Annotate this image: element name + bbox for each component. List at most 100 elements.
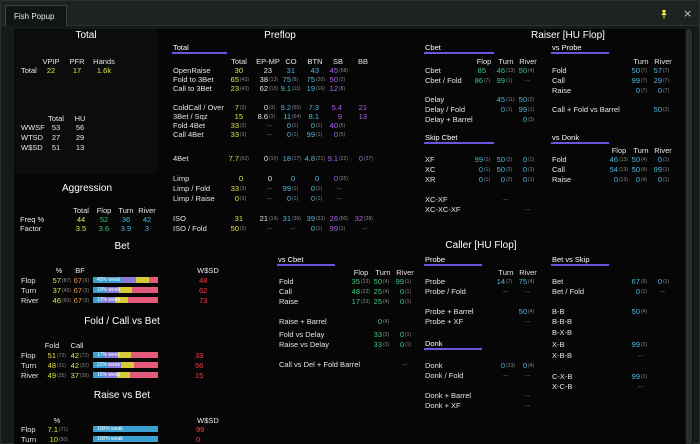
sample-count: (31) [57,363,66,369]
col-header: River [519,57,537,66]
row-label: 4Bet [173,154,189,163]
sample-count: (37) [364,156,373,162]
sample-count: (3) [83,288,90,294]
sample-count: (4) [528,279,535,285]
sample-count: (5) [339,132,346,138]
sample-count: (52) [240,156,249,162]
row-label: W$SD [21,143,43,152]
scrollbar[interactable] [685,29,693,444]
sample-count: (1) [316,186,323,192]
stat-value: 75 [282,75,291,84]
aggression-header: Aggression [61,183,113,194]
stat-value: 19 [306,84,315,93]
stat-value: 0 [657,277,662,286]
row-label: Fold [552,155,567,164]
sample-count: (7) [484,78,491,84]
col-header: Fold [44,341,60,350]
sample-count: (1) [405,332,412,338]
col-header: Turn [633,146,649,155]
tab-probe-underline [424,264,482,266]
stat-value: 50 [631,165,640,174]
pin-icon[interactable] [659,9,669,19]
col-header: Turn [498,57,514,66]
col-header: BB [357,57,369,66]
stat-value: 99 [631,76,640,85]
stat-value: 67 [73,286,82,295]
row-label: Limp / Raise [173,194,215,203]
stat-value: 7.7 [228,154,239,163]
stat-value: -- [525,371,530,380]
stat-value: 0 [478,165,483,174]
sample-count: (3) [240,186,247,192]
row-label: Fold vs Delay [279,330,325,339]
sample-count: (3) [240,132,247,138]
bar-segment [105,287,119,293]
stat-value: -- [402,360,407,369]
row-label: Call [552,165,565,174]
stat-value: 33 [230,121,239,130]
bar-label: 15% weak [97,372,121,378]
wsd-value: 62 [199,286,208,295]
stat-value: 0 [310,194,315,203]
sample-count: (22) [339,156,348,162]
stat-value: 37 [70,371,79,380]
col-header: Turn [633,57,649,66]
sample-count: (3) [383,342,390,348]
stat-value: 0 [522,175,527,184]
row-label: Donk + Barrel [425,391,472,400]
stat-value: 0 [657,86,662,95]
pfr-value: 17 [72,66,82,75]
row-label: Turn [21,435,37,444]
stat-value: -- [525,391,530,400]
stat-value: 51 [47,351,56,360]
stat-value: 86 [474,76,483,85]
stat-value: 12 [329,84,338,93]
stat-value: 50 [631,155,640,164]
row-label: Cbet [425,66,441,75]
sample-count: (1) [484,177,491,183]
row-label: Fold 4Bet [173,121,206,130]
stat-value: 13 [358,112,367,121]
sample-count: (3) [83,298,90,304]
sample-count: (1) [339,226,346,232]
close-icon[interactable]: × [683,7,693,20]
stat-value: 9 [337,112,342,121]
sample-count: (4) [383,289,390,295]
stat-value: 29 [75,133,85,142]
stat-value: 0 [263,154,268,163]
stat-value: 67 [73,276,82,285]
bar-segment [130,372,158,378]
stat-value: 50 [653,105,662,114]
stat-value: 31 [286,66,295,75]
stat-value: 99 [496,76,505,85]
stat-value: 0 [286,121,291,130]
sample-count: (7) [663,68,670,74]
stat-value: -- [525,287,530,296]
sample-count: (43) [240,86,249,92]
row-label: Donk / Fold [425,371,464,380]
stat-value: -- [525,205,530,214]
row-label: Flop [21,425,36,434]
scrollbar-thumb[interactable] [686,29,692,444]
stat-value: 99 [306,130,315,139]
weak-range-bar: 100% weak [93,426,158,432]
bar-segment [93,297,101,303]
col-header: W$SD [197,416,219,425]
tab-donk-underline [424,348,482,350]
tab-fish-popup[interactable]: Fish Popup [5,5,67,26]
sample-count: (4) [383,299,390,305]
stat-value: 0 [399,340,404,349]
row-label: Raise [552,86,572,95]
stat-value: 30 [234,66,243,75]
sample-count: (35) [80,373,89,379]
stat-value: 0 [238,174,243,183]
stat-value: 50 [518,307,527,316]
bar-segment [93,277,122,283]
sample-count: (1) [528,177,535,183]
stat-value: 32 [354,214,363,223]
stat-value: -- [660,287,665,296]
stat-value: -- [267,130,272,139]
tab-vs-probe: vs Probe [552,43,582,52]
sample-count: (2) [339,77,346,83]
